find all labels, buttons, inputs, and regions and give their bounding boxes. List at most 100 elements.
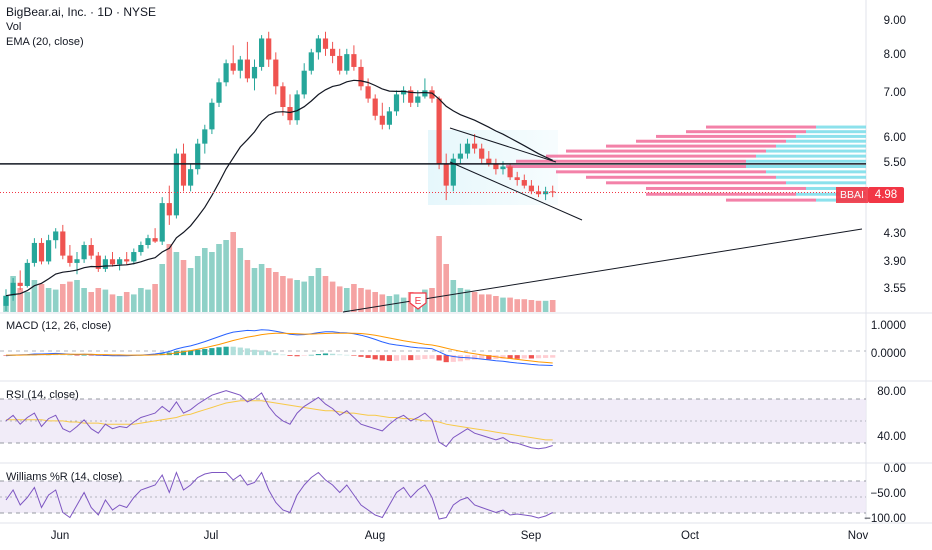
williams-label[interactable]: Williams %R (14, close)	[6, 471, 123, 483]
earnings-marker-label: E	[415, 296, 422, 307]
volume-profile-row	[686, 130, 806, 134]
macd-histogram-bar	[195, 349, 201, 356]
macd-histogram-bar	[393, 355, 400, 361]
candle-body	[479, 148, 485, 159]
macd-histogram-bar	[315, 354, 321, 356]
price-axis-label: 3.55	[883, 283, 906, 295]
macd-histogram-bar	[344, 354, 350, 356]
volume-bar	[287, 278, 293, 312]
macd-histogram-bar	[330, 353, 336, 356]
volume-bar	[344, 288, 350, 312]
volume-profile-row	[706, 125, 816, 129]
volume-bar	[365, 289, 371, 312]
candle-body	[443, 163, 449, 186]
candle-body	[450, 158, 456, 186]
candle-body	[507, 166, 513, 178]
rsi-axis-label: 40.00	[877, 430, 906, 443]
candle-body	[251, 66, 258, 79]
volume-label[interactable]: Vol	[6, 21, 22, 33]
candle-body	[10, 282, 16, 296]
macd-histogram-bar	[280, 354, 286, 356]
macd-histogram-bar	[67, 355, 73, 356]
time-axis-label: Oct	[681, 530, 699, 542]
rising-trendline[interactable]	[342, 228, 863, 313]
volume-profile-row	[586, 175, 776, 179]
macd-histogram	[3, 346, 556, 363]
macd-histogram-bar	[358, 355, 364, 357]
macd-histogram-bar	[244, 348, 250, 356]
volume-bar	[500, 297, 506, 312]
price-axis-label: 9.00	[883, 15, 906, 27]
volume-bar	[322, 276, 329, 312]
volume-profile-row	[786, 181, 866, 185]
macd-histogram-bar	[386, 355, 392, 362]
macd-histogram-bar	[209, 348, 215, 356]
volume-bar	[471, 292, 478, 312]
time-axis-label: Aug	[364, 530, 386, 542]
candle-body	[223, 63, 229, 83]
candle-body	[322, 38, 329, 49]
candle-body	[308, 52, 314, 71]
candle-body	[74, 259, 80, 263]
candle-body	[372, 98, 378, 116]
volume-profile-row	[516, 159, 746, 163]
volume-bar	[81, 288, 87, 312]
candle-body	[457, 153, 463, 159]
candle-body	[436, 98, 442, 164]
volume-bar	[230, 232, 236, 312]
volume-bar	[528, 300, 535, 312]
macd-histogram-bar	[88, 355, 94, 356]
volume-bar	[159, 264, 165, 312]
volume-bar	[457, 288, 464, 312]
volume-bar	[216, 244, 222, 312]
price-axis-label: 8.00	[883, 48, 906, 61]
macd-histogram-bar	[230, 346, 236, 356]
earnings-marker[interactable]: E	[409, 292, 427, 310]
candle-body	[535, 191, 542, 195]
candle-body	[109, 259, 116, 265]
macd-axis-label: 1.0000	[870, 320, 906, 333]
macd-histogram-bar	[365, 355, 371, 358]
macd-histogram-bar	[429, 355, 435, 359]
volume-bar	[336, 286, 343, 312]
candle-body	[386, 111, 392, 125]
volume-bar	[95, 288, 102, 312]
macd-histogram-bar	[351, 355, 357, 356]
time-axis-label: Jul	[203, 530, 219, 542]
volume-bar	[329, 281, 336, 312]
candle-body	[330, 48, 336, 56]
candle-body	[543, 191, 549, 195]
volume-bar	[17, 288, 23, 312]
candle-body	[408, 90, 414, 103]
symbol-title[interactable]: BigBear.ai, Inc. · 1D · NYSE	[6, 5, 157, 19]
volume-bar	[102, 289, 109, 312]
candle-body	[138, 245, 144, 253]
macd-histogram-bar	[180, 350, 187, 356]
volume-profile-row	[776, 175, 866, 179]
candle-body	[472, 143, 478, 149]
volume-profile-row	[656, 134, 796, 138]
wedge-lower-trendline[interactable]	[449, 161, 583, 221]
rsi-label[interactable]: RSI (14, close)	[6, 389, 79, 401]
candle-body	[95, 255, 101, 269]
candle-body	[358, 66, 364, 87]
volume-bar	[429, 288, 435, 312]
volume-bar	[549, 300, 556, 312]
volume-profile-row	[646, 186, 806, 190]
candle-body	[365, 86, 371, 99]
macd-histogram-bar	[422, 355, 428, 360]
macd-histogram-bar	[251, 349, 258, 356]
macd-label[interactable]: MACD (12, 26, close)	[6, 320, 112, 332]
candle-body	[337, 55, 343, 71]
macd-axis-label: 0.0000	[870, 348, 906, 361]
macd-histogram-bar	[322, 353, 329, 356]
wedge-upper-trendline[interactable]	[449, 127, 557, 163]
volume-profile-row	[566, 149, 766, 153]
ema-label[interactable]: EMA (20, close)	[6, 36, 84, 48]
volume-bar	[265, 268, 272, 312]
macd-histogram-bar	[450, 355, 456, 362]
macd-histogram-bar	[535, 355, 542, 359]
candle-body	[273, 59, 279, 87]
volume-profile-row	[546, 154, 756, 158]
